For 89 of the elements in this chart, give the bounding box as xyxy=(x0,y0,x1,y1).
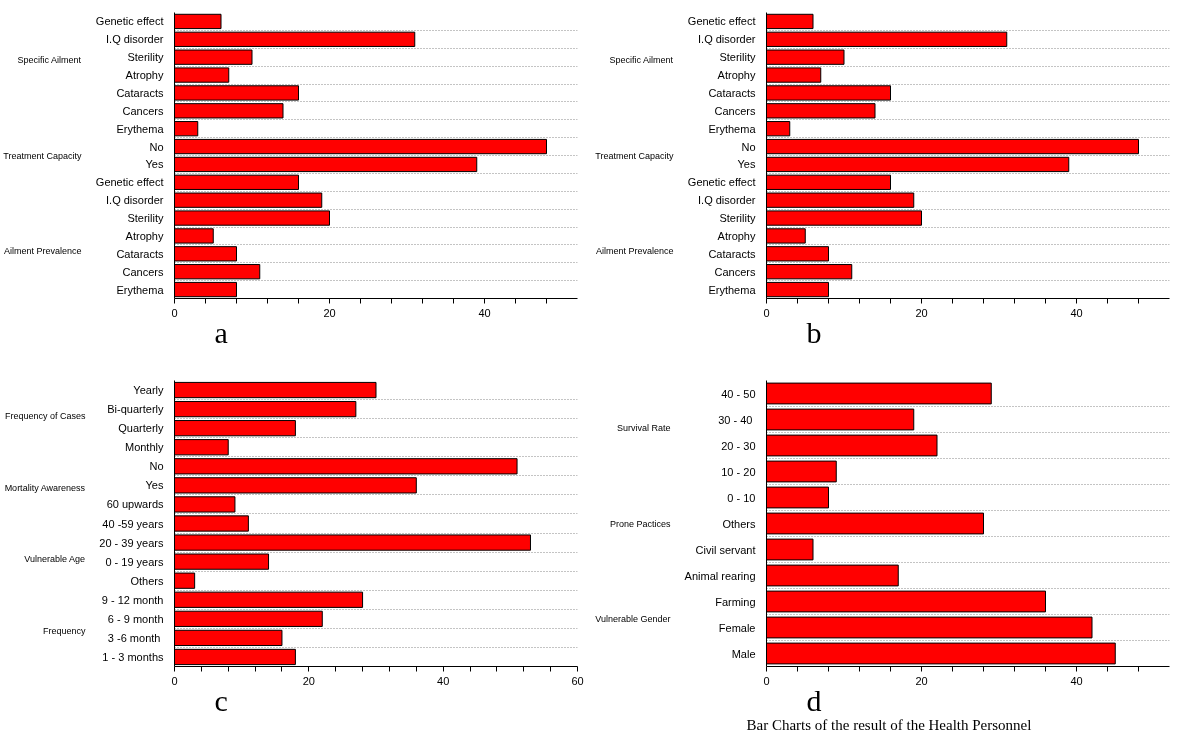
y-tick-label: Erythema xyxy=(116,283,165,296)
text: Frequency of Cases xyxy=(4,411,86,422)
y-tick-label: Sterility xyxy=(127,51,164,64)
y-tick-label: 0 - 10 xyxy=(727,491,756,504)
y-tick-label: 10 - 20 xyxy=(721,465,756,478)
y-tick-label: Others xyxy=(722,517,756,530)
y-tick-label: Female xyxy=(718,621,756,634)
y-tick-label: Sterility xyxy=(127,212,164,225)
y-tick-label: Cancers xyxy=(714,104,756,117)
x-tick-label: 20 xyxy=(302,674,315,687)
y-tick-label: Sterility xyxy=(719,212,756,225)
text: Mortality Awareness xyxy=(4,482,86,493)
x-tick-label: 40 xyxy=(478,306,491,319)
y-tick-label: Cataracts xyxy=(116,247,164,260)
x-tick-label: 0 xyxy=(171,674,178,687)
text: Vulnerable Age xyxy=(24,554,86,565)
x-tick-label: 20 xyxy=(915,306,928,319)
y-tick-label: Atrophy xyxy=(125,229,164,242)
y-tick-label: 6 - 9 month xyxy=(107,612,164,625)
y-tick-label: 9 - 12 month xyxy=(101,593,164,606)
y-tick-label: Sterility xyxy=(719,51,756,64)
y-tick-label: I.Q disorder xyxy=(698,194,756,207)
y-tick-label: Male xyxy=(731,647,756,660)
x-tick-label: 40 xyxy=(437,674,450,687)
y-tick-label: Cancers xyxy=(714,265,756,278)
x-tick-label: 0 xyxy=(171,306,178,319)
y-tick-label: Cancers xyxy=(122,104,164,117)
y-tick-label: Cancers xyxy=(122,265,164,278)
text: Ailment Prevalence xyxy=(595,245,674,256)
y-tick-label: Monthly xyxy=(124,441,164,454)
y-tick-label: I.Q disorder xyxy=(698,33,756,46)
text: d xyxy=(806,683,822,717)
x-tick-label: 60 xyxy=(571,674,584,687)
y-tick-label: Bi-quarterly xyxy=(107,403,164,416)
text: Treatment Capacity xyxy=(595,150,674,161)
y-tick-label: Genetic effect xyxy=(95,15,164,28)
y-tick-label: Atrophy xyxy=(717,229,756,242)
y-tick-label: Atrophy xyxy=(717,69,756,82)
y-tick-label: 20 - 39 years xyxy=(99,536,164,549)
text: b xyxy=(806,315,822,349)
x-tick-label: 20 xyxy=(323,306,336,319)
text: Specific Ailment xyxy=(17,55,82,66)
y-tick-label: Erythema xyxy=(708,283,757,296)
y-tick-label: No xyxy=(149,460,164,473)
text: a xyxy=(214,315,228,349)
y-tick-label: Yes xyxy=(737,158,756,171)
x-tick-label: 20 xyxy=(915,674,928,687)
y-tick-label: 20 - 30 xyxy=(721,439,756,452)
text: Prone Pactices xyxy=(609,518,671,529)
x-tick-label: 40 xyxy=(1070,306,1083,319)
text: Ailment Prevalence xyxy=(3,245,82,256)
y-tick-label: Cataracts xyxy=(708,247,756,260)
y-tick-label: Yearly xyxy=(133,384,164,397)
y-tick-label: Atrophy xyxy=(125,69,164,82)
y-tick-label: Genetic effect xyxy=(95,176,164,189)
text: c xyxy=(214,683,228,717)
y-tick-label: Erythema xyxy=(708,122,757,135)
y-tick-label: Genetic effect xyxy=(687,15,756,28)
y-tick-label: Yes xyxy=(145,158,164,171)
y-tick-label: Genetic effect xyxy=(687,176,756,189)
y-tick-label: Quarterly xyxy=(118,422,164,435)
y-tick-label: Cataracts xyxy=(708,86,756,99)
y-tick-label: Yes xyxy=(145,479,164,492)
x-tick-label: 0 xyxy=(763,306,770,319)
y-tick-label: 40 -59 years xyxy=(102,517,164,530)
x-tick-label: 40 xyxy=(1070,674,1083,687)
y-tick-label: No xyxy=(741,140,756,153)
y-tick-label: 1 - 3 months xyxy=(102,650,164,663)
text: Specific Ailment xyxy=(609,55,674,66)
y-tick-label: 0 - 19 years xyxy=(105,555,164,568)
y-tick-label: Animal rearing xyxy=(684,569,756,582)
x-tick-label: 0 xyxy=(763,674,770,687)
text: Bar Charts of the result of the Health Personnel xyxy=(746,716,1032,733)
text: Survival Rate xyxy=(616,423,671,434)
y-tick-label: Cataracts xyxy=(116,86,164,99)
y-tick-label: Others xyxy=(130,574,164,587)
text: Frequency xyxy=(42,625,86,636)
y-tick-label: Civil servant xyxy=(695,543,756,556)
y-tick-label: 3 -6 month xyxy=(107,631,161,644)
y-tick-label: 60 upwards xyxy=(106,498,164,511)
y-tick-label: I.Q disorder xyxy=(106,194,164,207)
y-tick-label: 40 - 50 xyxy=(721,387,756,400)
y-tick-label: No xyxy=(149,140,164,153)
text: Vulnerable Gender xyxy=(595,613,671,624)
y-tick-label: Erythema xyxy=(116,122,165,135)
y-tick-label: I.Q disorder xyxy=(106,33,164,46)
text: Treatment Capacity xyxy=(3,150,82,161)
y-tick-label: Farming xyxy=(715,595,756,608)
y-tick-label: 30 - 40 xyxy=(718,413,753,426)
